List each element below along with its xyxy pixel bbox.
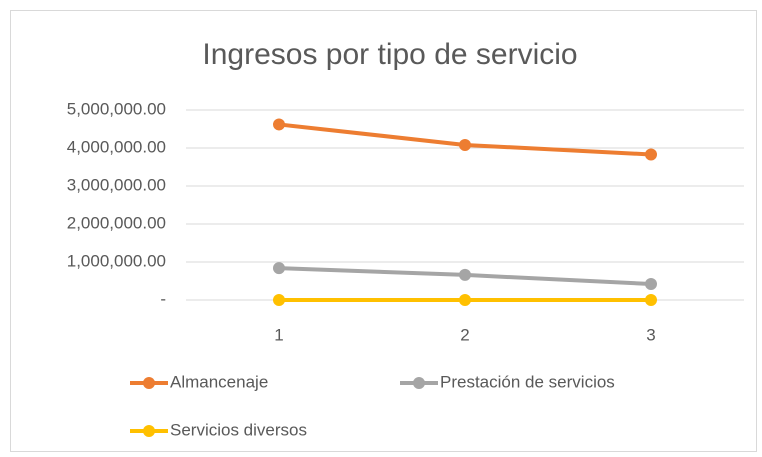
data-point xyxy=(645,148,657,161)
data-point xyxy=(645,278,657,291)
data-point xyxy=(459,294,471,306)
y-tick-label: - xyxy=(160,289,166,308)
x-tick-label: 3 xyxy=(646,325,655,344)
legend-label: Servicios diversos xyxy=(170,420,307,439)
legend-marker xyxy=(143,377,155,389)
x-tick-label: 2 xyxy=(460,325,469,344)
data-point xyxy=(273,294,285,306)
y-tick-label: 4,000,000.00 xyxy=(67,137,166,156)
data-point xyxy=(273,118,285,131)
chart-title: Ingresos por tipo de servicio xyxy=(202,38,577,71)
y-tick-label: 1,000,000.00 xyxy=(67,251,166,270)
legend-marker xyxy=(143,425,155,437)
data-point xyxy=(273,262,285,275)
chart-border xyxy=(10,10,757,452)
y-tick-label: 5,000,000.00 xyxy=(67,99,166,118)
legend-label: Almancenaje xyxy=(170,372,268,391)
legend-marker xyxy=(413,377,425,389)
y-tick-label: 3,000,000.00 xyxy=(67,175,166,194)
data-point xyxy=(459,268,471,281)
data-point xyxy=(459,138,471,151)
legend-label: Prestación de servicios xyxy=(440,372,615,391)
y-tick-label: 2,000,000.00 xyxy=(67,213,166,232)
data-point xyxy=(645,294,657,306)
x-tick-label: 1 xyxy=(274,325,283,344)
